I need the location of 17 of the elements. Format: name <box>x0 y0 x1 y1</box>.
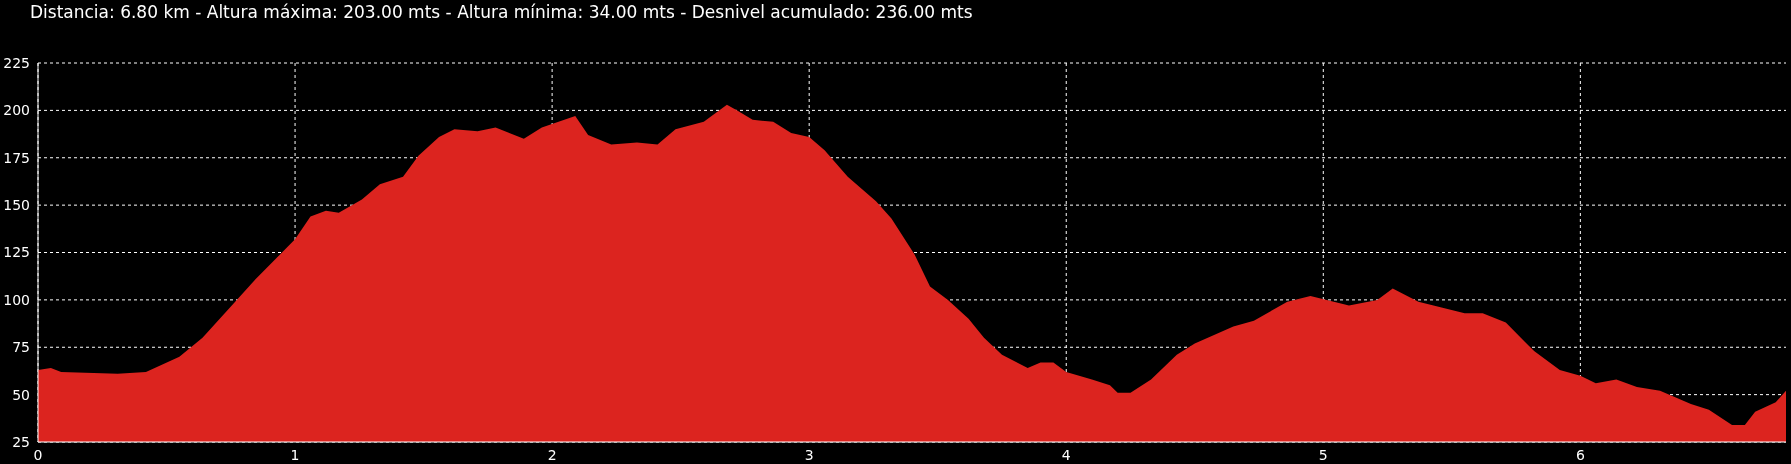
x-tick-label: 0 <box>33 446 43 463</box>
y-tick-label: 150 <box>3 197 30 214</box>
x-tick-label: 4 <box>1061 446 1071 463</box>
chart-title: Distancia: 6.80 km - Altura máxima: 203.00 mts - Altura mínima: 34.00 mts - Desnivel acumulado: 236.00 mts <box>30 2 973 22</box>
y-tick-label: 25 <box>12 433 30 450</box>
y-tick-label: 100 <box>3 291 30 308</box>
y-tick-label: 75 <box>12 339 30 356</box>
y-tick-label: 200 <box>3 102 30 119</box>
y-tick-label: 50 <box>12 386 30 403</box>
x-tick-label: 1 <box>290 446 300 463</box>
y-tick-label: 175 <box>3 149 30 166</box>
y-tick-label: 225 <box>3 54 30 71</box>
x-tick-label: 6 <box>1575 446 1585 463</box>
x-tick-label: 5 <box>1318 446 1328 463</box>
x-tick-label: 2 <box>547 446 557 463</box>
x-tick-label: 3 <box>804 446 814 463</box>
y-tick-label: 125 <box>3 244 30 261</box>
